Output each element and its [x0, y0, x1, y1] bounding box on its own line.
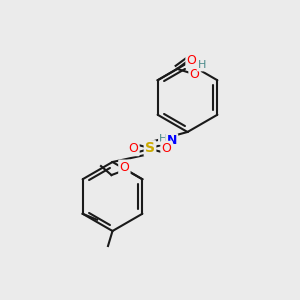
Text: O: O — [129, 142, 138, 155]
Text: O: O — [119, 161, 129, 174]
Text: N: N — [167, 134, 177, 147]
Text: O: O — [190, 68, 200, 81]
Text: O: O — [162, 142, 171, 155]
Text: H: H — [198, 60, 206, 70]
Text: H: H — [159, 134, 167, 144]
Text: S: S — [145, 142, 155, 155]
Text: O: O — [187, 54, 196, 67]
